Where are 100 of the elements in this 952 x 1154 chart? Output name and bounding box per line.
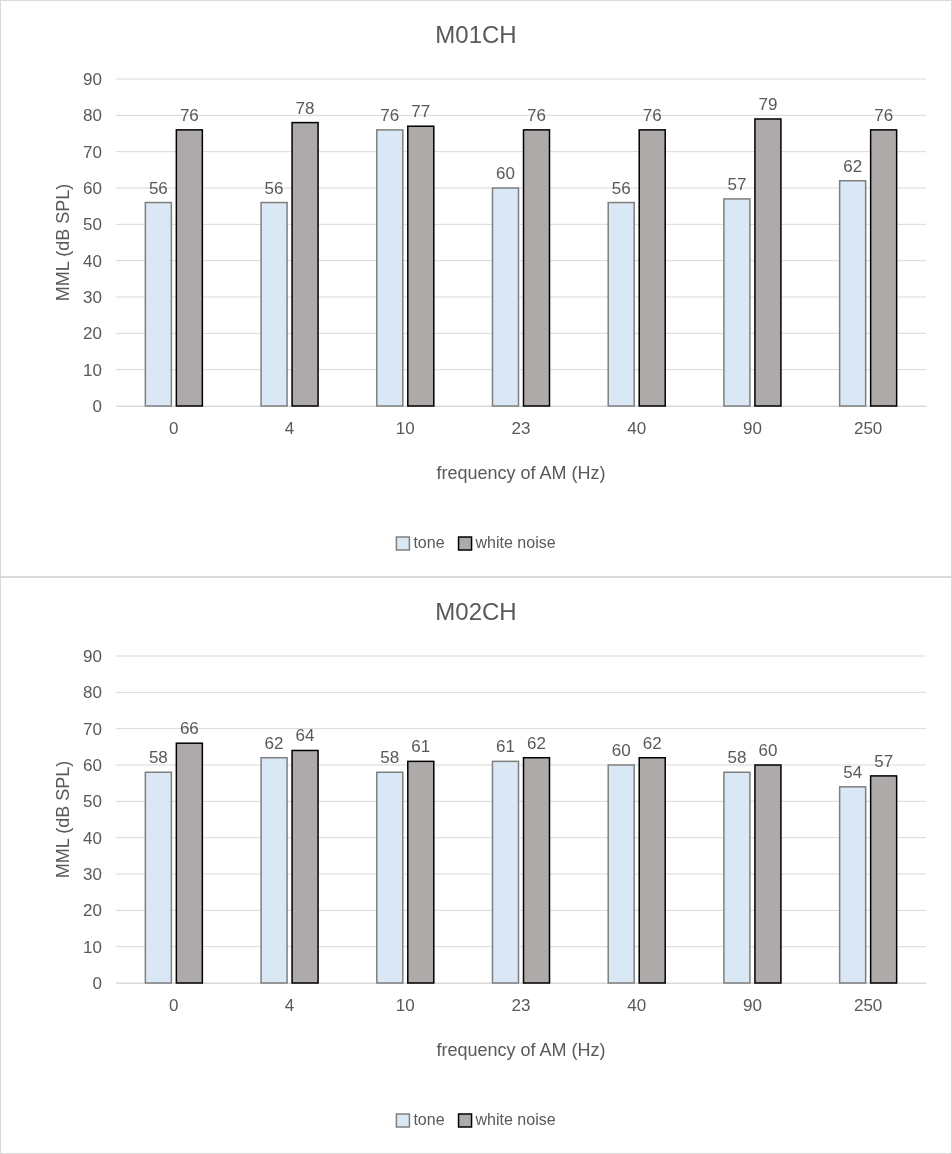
y-tick-label: 90 — [83, 69, 102, 89]
x-tick-label: 4 — [284, 996, 295, 1016]
x-tick-label: 250 — [853, 419, 883, 439]
data-label: 79 — [758, 94, 778, 114]
bar — [723, 198, 751, 407]
bar — [491, 760, 520, 984]
y-tick-label: 60 — [83, 755, 102, 775]
x-tick-label: 0 — [169, 996, 179, 1016]
bar — [144, 201, 173, 407]
bar — [376, 771, 404, 984]
data-label: 60 — [611, 741, 631, 760]
bar — [638, 129, 666, 407]
y-tick-label: 10 — [83, 360, 102, 380]
y-tick-label: 40 — [83, 828, 102, 848]
bar — [838, 179, 867, 407]
data-label: 62 — [642, 733, 662, 753]
x-tick-label: 23 — [511, 996, 531, 1016]
chart-title: M01CH — [435, 21, 517, 48]
x-tick-label: 10 — [395, 419, 415, 439]
y-tick-label: 10 — [83, 937, 102, 957]
bar — [754, 764, 782, 984]
bar — [291, 121, 319, 407]
y-tick-label: 20 — [83, 901, 102, 921]
y-tick-label: 30 — [83, 287, 102, 307]
data-label: 76 — [527, 105, 546, 125]
x-tick-label: 90 — [742, 996, 762, 1016]
legend-label: white noise — [474, 534, 556, 551]
bar — [407, 760, 435, 984]
bar — [607, 764, 635, 984]
bar — [175, 742, 204, 984]
y-tick-label: 60 — [83, 178, 102, 198]
data-label: 76 — [874, 105, 894, 125]
bar — [491, 187, 520, 407]
y-axis-title: MML (dB SPL) — [53, 760, 73, 879]
bar — [144, 771, 173, 984]
data-label: 61 — [496, 737, 515, 757]
data-label: 60 — [758, 741, 778, 760]
y-tick-label: 70 — [83, 142, 102, 162]
bar — [522, 756, 551, 984]
y-tick-label: 40 — [83, 251, 102, 271]
y-tick-label: 30 — [83, 864, 102, 884]
x-tick-label: 4 — [284, 419, 295, 439]
bar — [260, 756, 288, 984]
x-tick-label: 0 — [169, 419, 179, 439]
data-label: 56 — [148, 178, 168, 198]
data-label: 58 — [727, 748, 747, 768]
y-tick-label: 80 — [83, 106, 102, 126]
x-tick-label: 23 — [511, 419, 531, 439]
bar — [638, 756, 666, 984]
bar — [260, 201, 288, 407]
x-tick-label: 250 — [853, 996, 883, 1016]
y-tick-label: 90 — [83, 646, 102, 666]
bar — [607, 201, 635, 407]
data-label: 76 — [179, 105, 199, 125]
x-tick-label: 40 — [627, 996, 647, 1016]
bar — [291, 749, 319, 984]
data-label: 58 — [148, 748, 168, 768]
legend-label: tone — [413, 1111, 445, 1128]
y-tick-label: 50 — [83, 792, 102, 812]
data-label: 62 — [264, 733, 284, 753]
data-label: 78 — [295, 98, 315, 118]
bar — [407, 125, 435, 407]
bar — [754, 118, 782, 407]
data-label: 76 — [642, 105, 662, 125]
x-tick-label: 90 — [742, 419, 762, 439]
y-tick-label: 0 — [92, 396, 102, 416]
bar — [723, 771, 751, 984]
y-tick-label: 20 — [83, 324, 102, 344]
y-tick-label: 0 — [92, 973, 102, 993]
y-axis-title: MML (dB SPL) — [53, 183, 73, 302]
data-label: 60 — [496, 164, 515, 183]
data-label: 56 — [611, 178, 631, 198]
data-label: 58 — [380, 748, 400, 768]
data-label: 61 — [411, 737, 431, 757]
x-axis-title: frequency of AM (Hz) — [436, 1040, 606, 1060]
bar — [522, 129, 551, 407]
x-axis-title: frequency of AM (Hz) — [436, 463, 606, 483]
x-tick-label: 40 — [627, 419, 647, 439]
bar — [869, 129, 898, 407]
data-label: 57 — [727, 174, 747, 194]
data-label: 77 — [411, 102, 431, 122]
bar — [376, 129, 404, 407]
bar — [869, 775, 898, 984]
y-tick-label: 70 — [83, 719, 102, 739]
data-label: 64 — [295, 726, 315, 746]
data-label: 62 — [843, 156, 863, 176]
bar — [838, 786, 867, 984]
y-tick-label: 50 — [83, 215, 102, 235]
legend-label: tone — [413, 534, 445, 551]
data-label: 66 — [179, 719, 199, 739]
bar — [175, 129, 204, 407]
x-tick-label: 10 — [395, 996, 415, 1016]
chart-title: M02CH — [435, 598, 517, 625]
data-label: 56 — [264, 178, 284, 198]
data-label: 76 — [380, 105, 400, 125]
data-label: 62 — [527, 733, 546, 753]
y-tick-label: 80 — [83, 683, 102, 703]
data-label: 57 — [874, 751, 894, 771]
legend-label: white noise — [474, 1111, 556, 1128]
data-label: 54 — [843, 762, 863, 782]
